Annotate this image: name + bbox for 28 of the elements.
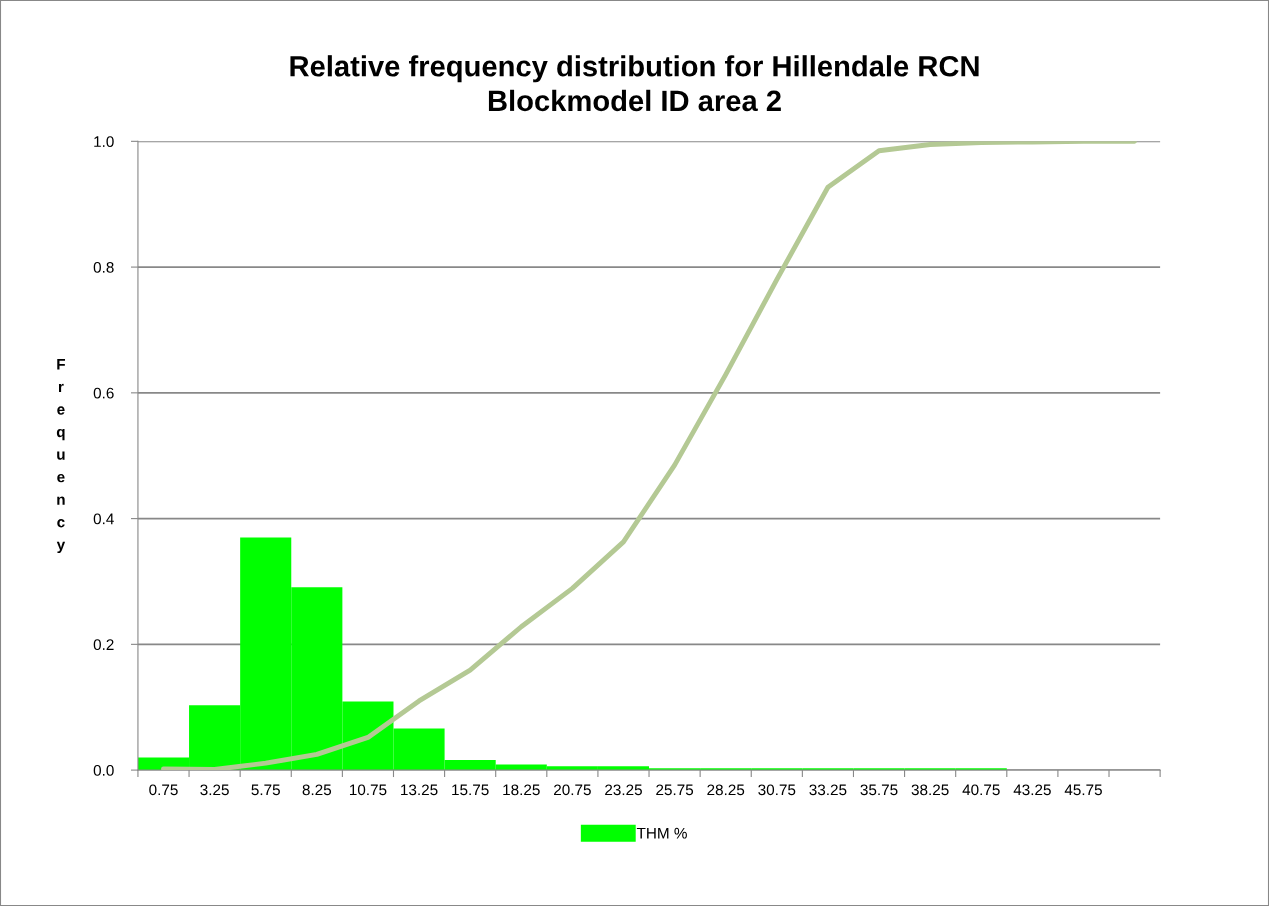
x-tick-label: 13.25 xyxy=(401,784,438,796)
y-tick-label: 0.4 xyxy=(93,513,114,525)
x-tick-label: 25.75 xyxy=(656,784,694,796)
x-tick-label: 30.75 xyxy=(758,784,796,796)
y-tick-label: 0.8 xyxy=(93,261,114,273)
x-tick-label: 10.75 xyxy=(349,784,387,796)
legend-label: THM % xyxy=(636,827,687,839)
x-tick-label: 5.75 xyxy=(251,784,280,796)
x-tick-label: 8.25 xyxy=(302,784,332,796)
chart-title: Relative frequency distribution for Hillendale RCN Blockmodel ID area 2 xyxy=(290,55,979,112)
text: Frequency xyxy=(56,358,66,554)
y-tick-label: 0.0 xyxy=(93,764,114,776)
x-tick-label: 15.75 xyxy=(452,784,489,796)
x-tick-label: 33.25 xyxy=(809,784,847,796)
x-tick-label: 23.25 xyxy=(605,784,642,796)
y-tick-label: 0.2 xyxy=(93,639,114,651)
y-tick-label: 1.0 xyxy=(94,136,114,148)
x-tick-label: 38.25 xyxy=(911,784,949,796)
x-tick-label: 43.25 xyxy=(1013,784,1051,796)
x-tick-label: 18.25 xyxy=(503,784,540,796)
x-tick-label: 20.75 xyxy=(554,784,591,796)
x-tick-label: 3.25 xyxy=(200,784,229,796)
x-tick-label: 0.75 xyxy=(149,784,178,796)
x-tick-label: 28.25 xyxy=(707,784,745,796)
x-tick-label: 45.75 xyxy=(1064,784,1102,796)
y-tick-label: 0.6 xyxy=(93,387,114,399)
x-tick-label: 40.75 xyxy=(962,784,1000,796)
x-tick-label: 35.75 xyxy=(860,784,898,796)
